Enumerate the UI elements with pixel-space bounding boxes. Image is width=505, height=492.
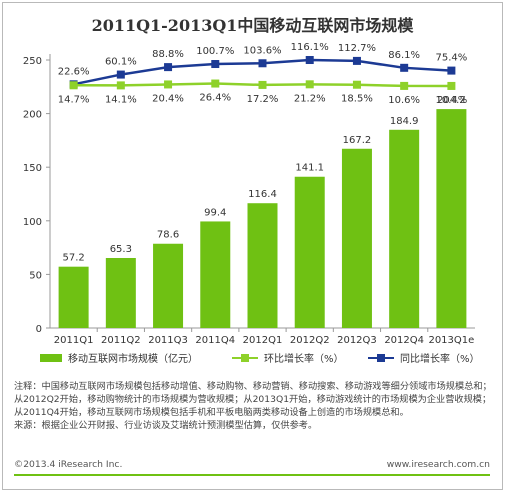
yoy-label: 86.1% <box>388 50 420 61</box>
x-tick-label: 2011Q4 <box>195 335 235 346</box>
qoq-point <box>211 79 220 88</box>
qoq-label: 14.1% <box>105 94 137 105</box>
y-tick-label: 150 <box>23 163 42 174</box>
qoq-label: 17.2% <box>247 94 279 105</box>
x-tick-label: 2011Q3 <box>148 335 188 346</box>
note-text: 注释：中国移动互联网市场规模包括移动增值、移动购物、移动营销、移动搜索、移动游戏… <box>14 381 492 418</box>
y-tick-label: 100 <box>23 217 42 228</box>
bar <box>153 243 184 328</box>
legend-bar-swatch <box>40 353 62 362</box>
legend-item-yoy: 同比增长率（%） <box>368 350 480 365</box>
copyright-text: ©2013.4 iResearch Inc. <box>14 459 123 470</box>
legend-label-market-size: 移动互联网市场规模（亿元） <box>68 354 198 365</box>
yoy-label: 112.7% <box>338 43 376 54</box>
qoq-point <box>447 81 456 90</box>
bar <box>341 148 372 328</box>
qoq-label: 18.5% <box>341 94 373 105</box>
bar-value-label: 78.6 <box>157 230 179 241</box>
yoy-point <box>258 59 267 68</box>
qoq-label: 10.4% <box>435 95 467 106</box>
legend: 移动互联网市场规模（亿元） 环比增长率（%） 同比增长率（%） <box>0 350 505 370</box>
legend-item-market-size: 移动互联网市场规模（亿元） <box>40 350 198 365</box>
legend-line-swatch-yoy <box>368 353 394 363</box>
yoy-label: 22.6% <box>58 66 90 77</box>
yoy-label: 116.1% <box>291 42 329 53</box>
y-tick-label: 0 <box>36 324 42 335</box>
qoq-label: 10.6% <box>388 95 420 106</box>
qoq-label: 21.2% <box>294 93 326 104</box>
qoq-point <box>305 80 314 89</box>
chart-title: 2011Q1-2013Q1中国移动互联网市场规模 <box>91 16 414 35</box>
footer: ©2013.4 iResearch Inc. www.iresearch.com… <box>14 459 490 471</box>
yoy-point <box>447 66 456 75</box>
x-tick-label: 2012Q3 <box>337 335 377 346</box>
bar-value-label: 57.2 <box>62 253 84 264</box>
x-tick-label: 2012Q2 <box>290 335 330 346</box>
y-tick-label: 50 <box>29 270 42 281</box>
bar-value-label: 65.3 <box>110 244 132 255</box>
x-tick-label: 2013Q1e <box>428 335 474 346</box>
chart-plot: 0 50 100 150 200 250 57.2 2011Q1 65.3 2011Q2 78.6 2… <box>23 42 475 346</box>
qoq-point <box>400 81 409 90</box>
yoy-label: 75.4% <box>435 53 467 64</box>
footer-divider <box>14 474 490 476</box>
yoy-label: 103.6% <box>243 45 281 56</box>
source-text: 来源：根据企业公开财报、行业访谈及艾瑞统计预测模型估算，仅供参考。 <box>14 420 318 431</box>
qoq-point <box>164 80 173 89</box>
bar <box>58 266 89 328</box>
y-tick-label: 200 <box>23 110 42 121</box>
bar-value-label: 99.4 <box>204 207 226 218</box>
qoq-point <box>352 80 361 89</box>
qoq-label: 26.4% <box>199 93 231 104</box>
qoq-point <box>258 80 267 89</box>
legend-label-yoy: 同比增长率（%） <box>400 354 480 365</box>
yoy-point <box>400 63 409 72</box>
x-tick-label: 2011Q1 <box>54 335 94 346</box>
bar <box>105 257 136 328</box>
website-link[interactable]: www.iresearch.com.cn <box>386 459 490 470</box>
yoy-point <box>116 70 125 79</box>
legend-line-swatch-qoq <box>232 353 258 363</box>
legend-item-qoq: 环比增长率（%） <box>232 350 344 365</box>
x-tick-label: 2012Q4 <box>384 335 424 346</box>
bar <box>294 176 325 328</box>
yoy-label: 100.7% <box>196 46 234 57</box>
qoq-point <box>116 81 125 90</box>
y-tick-label: 250 <box>23 56 42 67</box>
yoy-point <box>305 56 314 65</box>
yoy-point <box>164 63 173 72</box>
qoq-label: 20.4% <box>152 93 184 104</box>
bar <box>247 203 278 328</box>
qoq-point <box>69 81 78 90</box>
x-tick-label: 2012Q1 <box>243 335 283 346</box>
bar-value-label: 184.9 <box>390 116 419 127</box>
bar-value-label: 167.2 <box>343 135 372 146</box>
yoy-point <box>211 60 220 69</box>
yoy-point <box>352 56 361 65</box>
bar <box>200 221 231 328</box>
bar-value-label: 204.2 <box>437 95 466 106</box>
bar-value-label: 141.1 <box>295 163 324 174</box>
bar <box>436 109 467 329</box>
qoq-label: 14.7% <box>58 94 90 105</box>
bar <box>389 129 420 328</box>
x-tick-label: 2011Q2 <box>101 335 141 346</box>
yoy-label: 88.8% <box>152 49 184 60</box>
yoy-label: 60.1% <box>105 57 137 68</box>
notes: 注释：中国移动互联网市场规模包括移动增值、移动购物、移动营销、移动搜索、移动游戏… <box>14 380 496 432</box>
bar-value-label: 116.4 <box>248 189 277 200</box>
legend-label-qoq: 环比增长率（%） <box>264 354 344 365</box>
